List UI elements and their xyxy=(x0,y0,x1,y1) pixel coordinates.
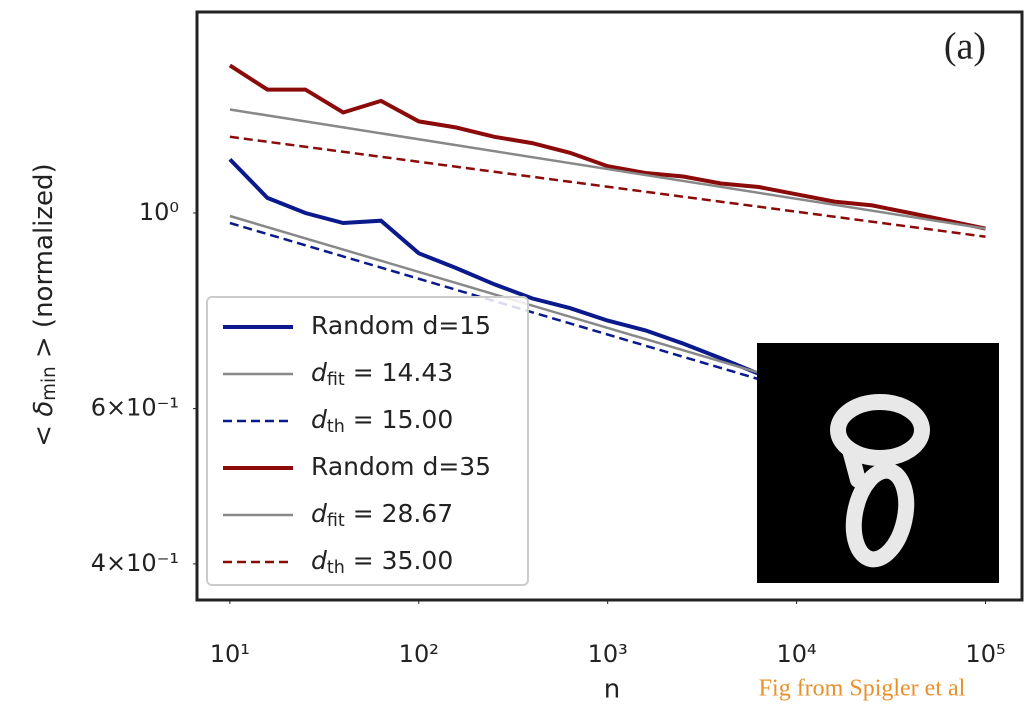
y-tick-label: 6×10⁻¹ xyxy=(91,394,179,422)
x-axis-label: n xyxy=(604,675,620,705)
legend-label: Random d=35 xyxy=(311,452,491,481)
series-line xyxy=(230,65,986,228)
source-annotation: Fig from Spigler et al xyxy=(759,676,966,702)
x-tick-label: 10² xyxy=(399,640,439,668)
x-tick-label: 10⁵ xyxy=(965,640,1005,668)
x-tick-label: 10¹ xyxy=(210,640,250,668)
x-tick-label: 10⁴ xyxy=(777,640,817,668)
page: {"chart_data": {"type": "line", "panel_l… xyxy=(0,0,1032,710)
inset-image xyxy=(757,343,999,583)
series-line xyxy=(230,110,986,229)
y-tick-label: 4×10⁻¹ xyxy=(91,549,179,577)
chart: (a) n < δmin > (normalized) Fig from Spi… xyxy=(0,0,1032,710)
legend-box xyxy=(207,297,528,585)
digit-joint xyxy=(850,450,858,480)
y-axis-label: < δmin > (normalized) xyxy=(29,163,61,446)
legend-label: Random d=15 xyxy=(311,311,491,340)
y-tick-label: 10⁰ xyxy=(139,198,179,226)
x-tick-label: 10³ xyxy=(588,640,628,668)
panel-label: (a) xyxy=(944,26,986,68)
